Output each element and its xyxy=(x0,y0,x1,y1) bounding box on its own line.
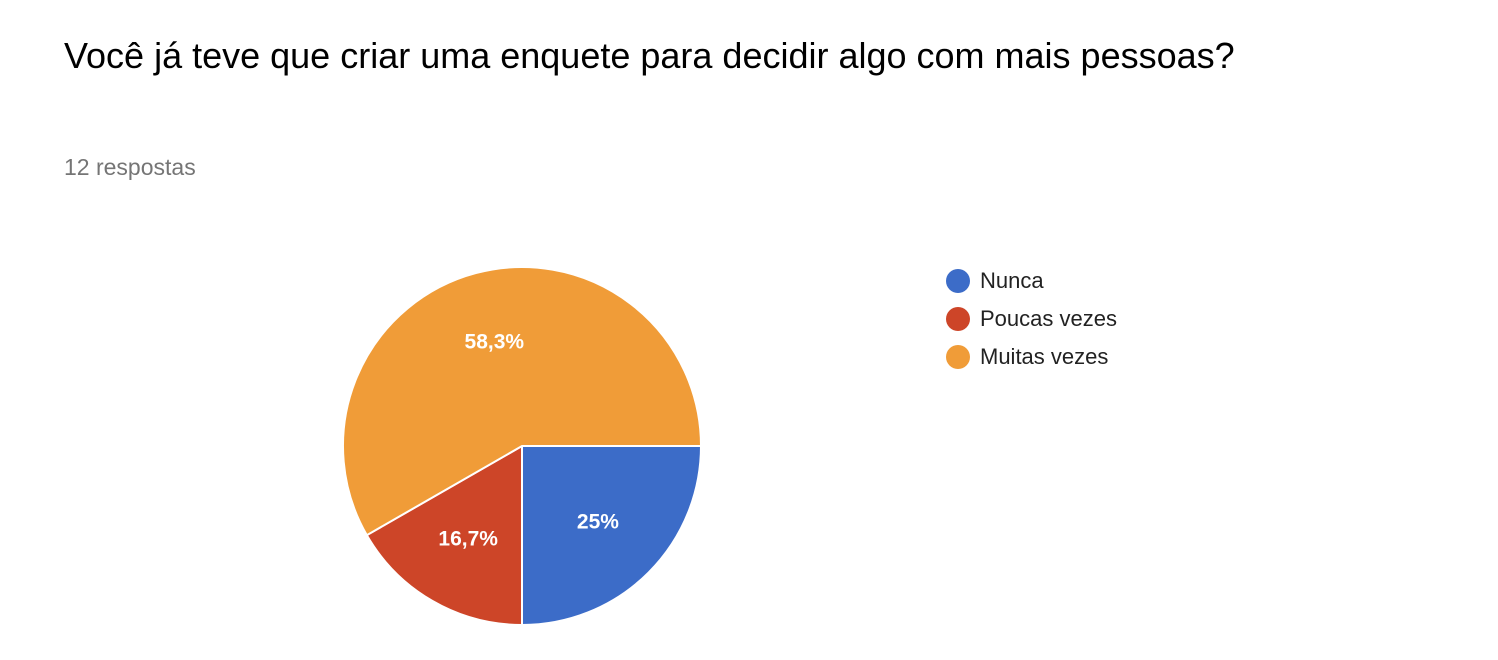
legend-swatch-nunca xyxy=(946,269,970,293)
pie-slices xyxy=(342,266,702,626)
pie-slice-label-muitas-vezes: 58,3% xyxy=(465,331,525,354)
pie-slice-label-nunca: 25% xyxy=(577,510,619,533)
legend-label-poucas-vezes: Poucas vezes xyxy=(980,306,1117,331)
pie-slice-poucas-vezes[interactable] xyxy=(365,445,523,626)
legend-item-nunca[interactable]: Nunca xyxy=(946,262,1117,300)
question-title: Você já teve que criar uma enquete para … xyxy=(64,35,1235,76)
legend-item-muitas-vezes[interactable]: Muitas vezes xyxy=(946,338,1117,376)
legend-item-poucas-vezes[interactable]: Poucas vezes xyxy=(946,300,1117,338)
legend-label-nunca: Nunca xyxy=(980,268,1044,293)
legend-swatch-muitas-vezes xyxy=(946,345,970,369)
chart-legend: Nunca Poucas vezes Muitas vezes xyxy=(946,262,1117,376)
response-count: 12 respostas xyxy=(64,154,196,180)
legend-label-muitas-vezes: Muitas vezes xyxy=(980,344,1109,369)
pie-slice-muitas-vezes[interactable] xyxy=(342,266,702,537)
pie-labels: 25% 16,7% 58,3% xyxy=(438,331,619,551)
pie-slice-nunca[interactable] xyxy=(521,445,702,626)
pie-slice-label-poucas-vezes: 16,7% xyxy=(438,527,498,550)
legend-swatch-poucas-vezes xyxy=(946,307,970,331)
